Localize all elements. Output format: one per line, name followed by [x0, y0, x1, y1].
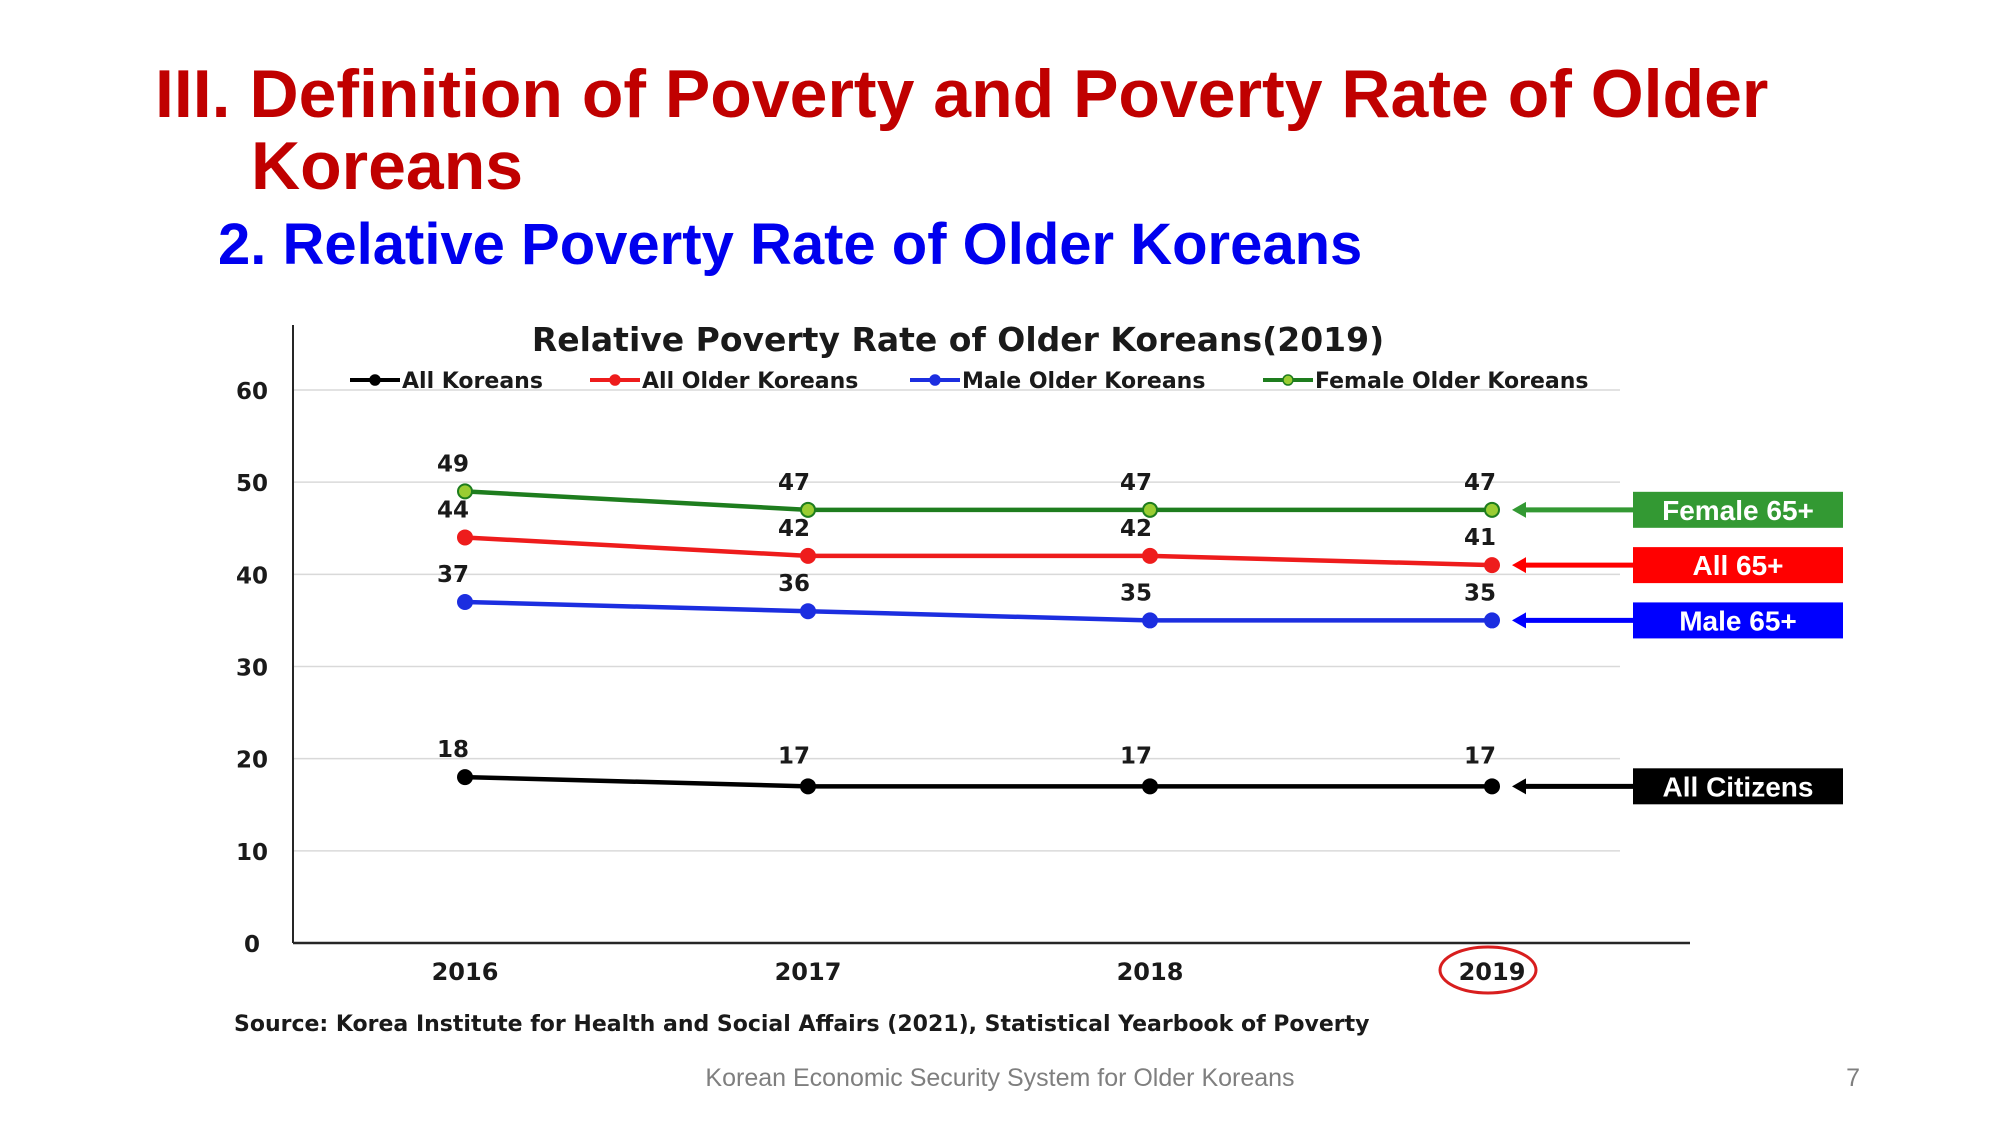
series-line-0: [464, 774, 1492, 789]
x-tick-label-2016: 2016: [432, 958, 499, 986]
y-tick-label-50: 50: [236, 471, 268, 497]
legend-marker-2: [929, 374, 941, 386]
series-line-1: [464, 535, 1493, 568]
highlight-circle-2019: [1438, 945, 1538, 995]
series-1-label-3: 41: [1464, 525, 1496, 551]
chart-series: 18 17 17 17 44 42 42 41 37 36 35 35 49 47 47 47: [437, 451, 1500, 795]
series-2-point-1: [800, 603, 816, 620]
y-tick-label-30: 30: [236, 656, 268, 682]
series-3-point-2: [1142, 501, 1158, 518]
legend-label-0: All Koreans: [402, 369, 543, 394]
tag-arrow-head-2: [1512, 612, 1526, 629]
chart-grid: [293, 389, 1620, 852]
series-0-label-1: 17: [778, 743, 810, 769]
chart-axes: 0 10 20 30 40 50 60 2016 2017 2018 2019: [236, 325, 1690, 986]
series-2-point-0: [457, 593, 473, 610]
legend-marker-0: [369, 374, 381, 386]
series-1-point-2: [1142, 547, 1158, 564]
x-tick-label-2019: 2019: [1459, 958, 1526, 986]
series-line-2: [464, 599, 1492, 623]
series-3-label-3: 47: [1464, 470, 1496, 496]
chart-legend: All Koreans All Older Koreans Male Older K…: [350, 369, 1589, 394]
x-tick-label-2017: 2017: [775, 958, 842, 986]
series-3-label-0: 49: [437, 451, 469, 477]
tag-arrow-head-0: [1512, 778, 1526, 795]
series-2-point-2: [1142, 612, 1158, 629]
series-2-label-1: 36: [778, 571, 810, 597]
series-1-point-3: [1484, 557, 1500, 574]
series-0-point-3: [1484, 778, 1500, 795]
series-3-point-1: [800, 501, 816, 518]
series-2-label-3: 35: [1464, 580, 1496, 606]
series-3-point-3: [1484, 501, 1500, 518]
y-tick-label-20: 20: [236, 748, 268, 774]
y-tick-label-10: 10: [236, 840, 268, 866]
slide-footer: Korean Economic Security System for Olde…: [705, 1064, 1295, 1092]
y-tick-label-0: 0: [244, 932, 260, 958]
series-tags: All Citizens All 65+ Male 65+ Female 65+: [1512, 491, 1843, 805]
tag-label-2: Male 65+: [1679, 605, 1797, 636]
series-0-point-2: [1142, 778, 1158, 795]
series-1-point-1: [800, 547, 816, 564]
tag-box-0: [1633, 768, 1843, 805]
slide-title-line1: III. Definition of Poverty and Poverty R…: [155, 56, 1769, 132]
series-3-label-1: 47: [778, 470, 810, 496]
y-tick-label-60: 60: [236, 379, 268, 405]
tag-label-1: All 65+: [1692, 550, 1783, 581]
slide-subtitle: 2. Relative Poverty Rate of Older Korean…: [218, 212, 1363, 277]
tag-arrow-head-3: [1512, 501, 1526, 518]
series-3-point-0: [457, 483, 473, 500]
tag-label-0: All Citizens: [1663, 771, 1814, 802]
series-0-point-1: [800, 778, 816, 795]
tag-label-3: Female 65+: [1662, 495, 1814, 526]
series-1-label-2: 42: [1120, 516, 1152, 542]
series-2-label-0: 37: [437, 562, 469, 588]
tag-box-3: [1633, 491, 1843, 528]
series-line-3: [464, 489, 1492, 513]
series-2-point-3: [1484, 612, 1500, 629]
slide-title: III. Definition of Poverty and Poverty R…: [155, 58, 1855, 202]
series-0-point-0: [457, 769, 473, 786]
series-2-label-2: 35: [1120, 580, 1152, 606]
series-3-label-2: 47: [1120, 470, 1152, 496]
tag-box-2: [1633, 602, 1843, 639]
series-0-label-3: 17: [1464, 743, 1496, 769]
series-1-label-1: 42: [778, 516, 810, 542]
series-1-point-0: [457, 529, 473, 546]
chart-title: Relative Poverty Rate of Older Koreans(2…: [532, 320, 1384, 359]
page-number: 7: [1846, 1064, 1860, 1092]
tag-box-1: [1633, 547, 1843, 584]
tag-arrow-head-1: [1512, 557, 1526, 574]
legend-label-1: All Older Koreans: [642, 369, 858, 394]
legend-label-2: Male Older Koreans: [962, 369, 1205, 394]
slide-title-line2: Koreans: [251, 128, 524, 204]
series-1-label-0: 44: [437, 497, 469, 523]
x-tick-label-2018: 2018: [1117, 958, 1184, 986]
legend-label-3: Female Older Koreans: [1315, 369, 1589, 394]
y-tick-label-40: 40: [236, 563, 268, 589]
legend-marker-3: [1282, 374, 1294, 386]
chart-source: Source: Korea Institute for Health and S…: [234, 1012, 1370, 1037]
legend-marker-1: [609, 374, 621, 386]
series-0-label-0: 18: [437, 737, 469, 763]
series-0-label-2: 17: [1120, 743, 1152, 769]
